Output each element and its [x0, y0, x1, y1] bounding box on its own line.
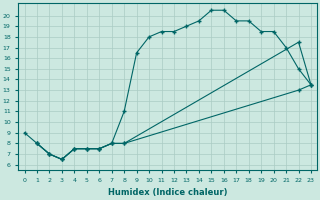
X-axis label: Humidex (Indice chaleur): Humidex (Indice chaleur)	[108, 188, 228, 197]
